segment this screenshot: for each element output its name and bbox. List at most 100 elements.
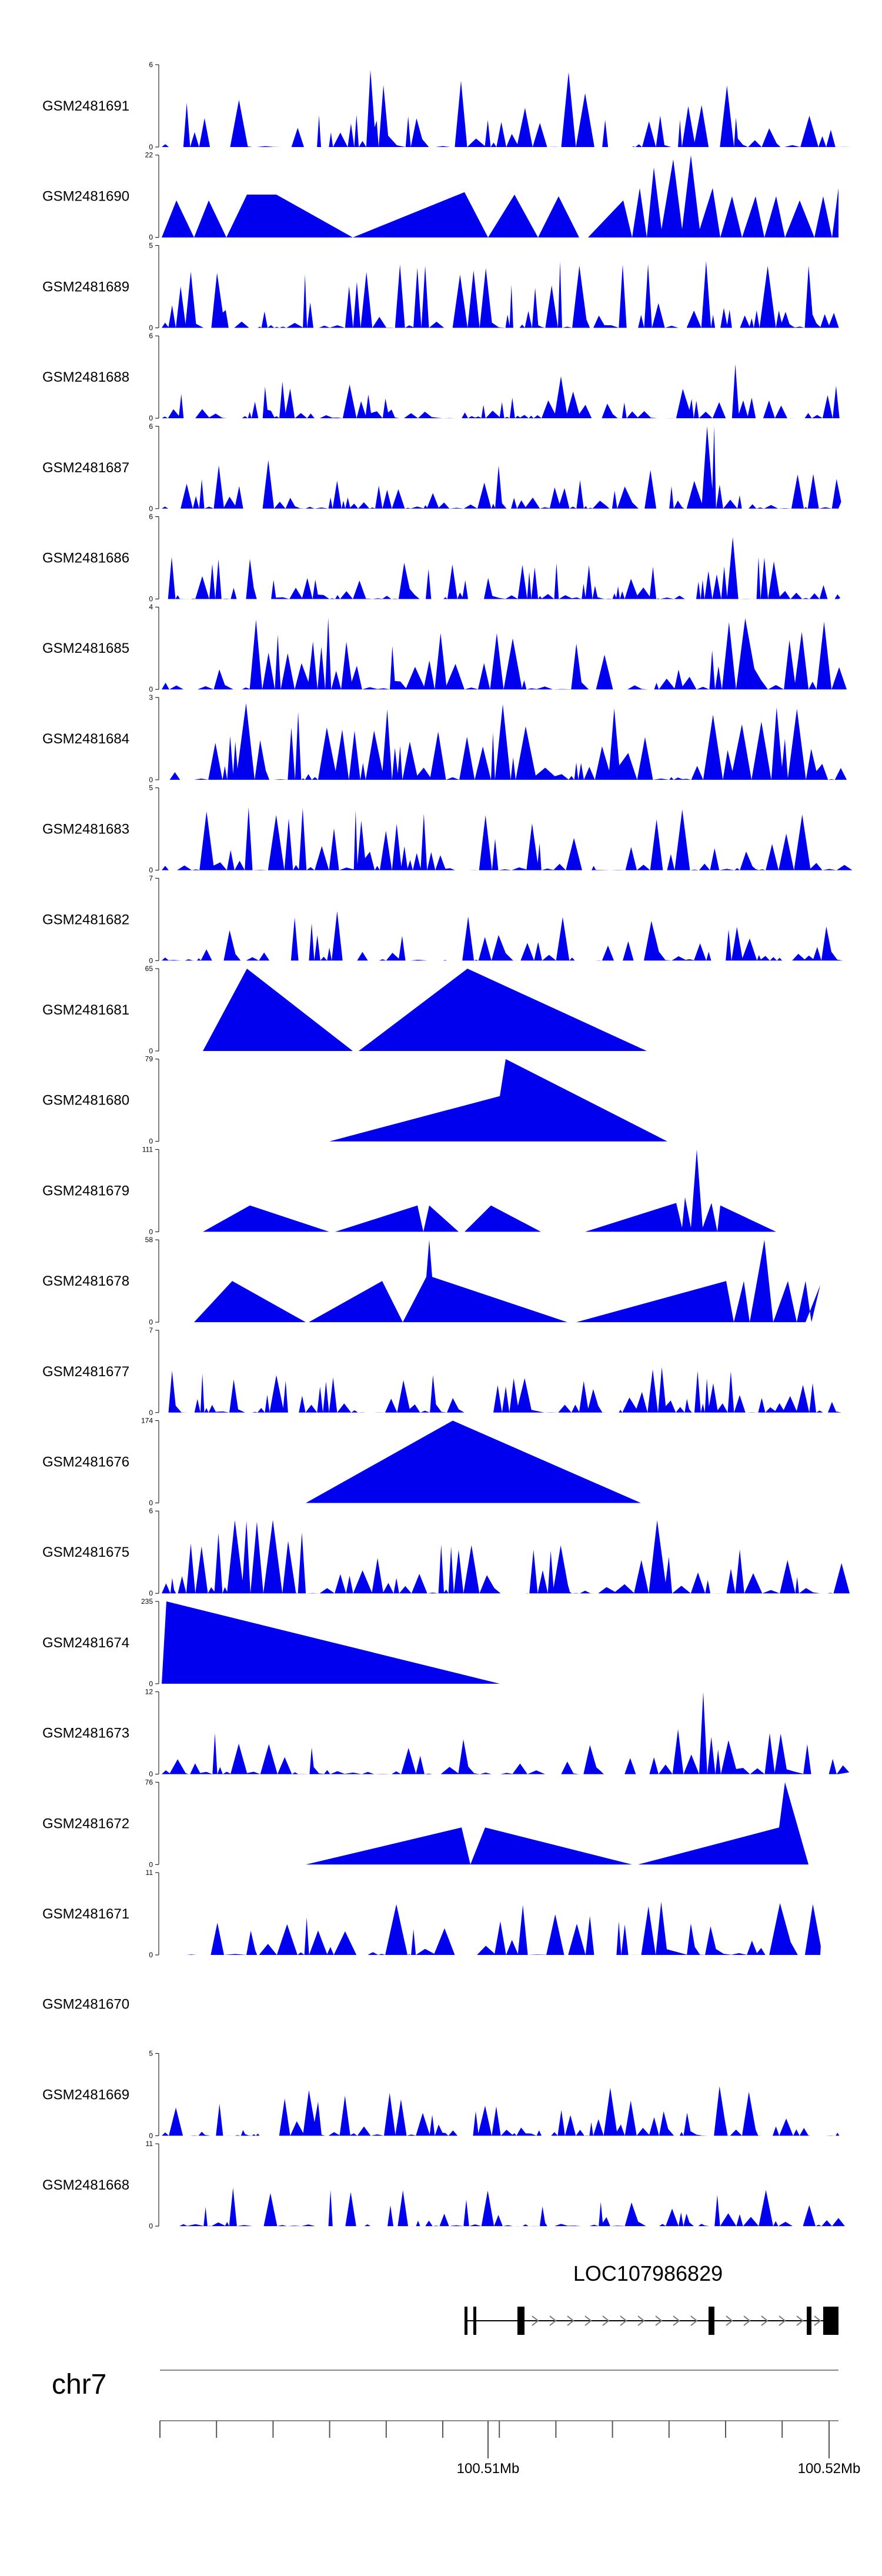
chromosome-axis: chr7 100.51Mb 100.52Mb <box>52 2369 860 2477</box>
track-label: GSM2481671 <box>42 1906 129 1922</box>
track-gsm2481680: GSM2481680 79 0 <box>42 1055 667 1146</box>
y-tick-label-max: 22 <box>145 151 153 159</box>
y-tick-label-min: 0 <box>149 414 153 422</box>
track-gsm2481690: GSM2481690 22 0 <box>42 151 838 242</box>
coverage-area <box>162 618 847 690</box>
y-tick-label-min: 0 <box>149 685 153 693</box>
y-tick-label-min: 0 <box>149 776 153 784</box>
track-label: GSM2481691 <box>42 98 129 114</box>
coverage-area <box>162 2086 840 2136</box>
y-tick-label-max: 5 <box>149 241 153 249</box>
exon-block <box>465 2307 467 2335</box>
coverage-area <box>162 426 841 509</box>
y-tick-label-min: 0 <box>149 505 153 513</box>
track-gsm2481673: GSM2481673 12 0 <box>42 1688 850 1778</box>
track-gsm2481688: GSM2481688 6 0 <box>42 332 840 422</box>
coverage-area <box>162 1601 500 1684</box>
track-label: GSM2481689 <box>42 279 129 295</box>
track-gsm2481691: GSM2481691 6 0 <box>42 61 853 151</box>
y-tick-label-min: 0 <box>149 1951 153 1959</box>
coverage-area <box>329 1059 667 1142</box>
strand-chevron <box>549 2315 557 2326</box>
track-label: GSM2481682 <box>42 912 129 927</box>
coverage-area <box>179 2188 845 2227</box>
y-tick-label-max: 174 <box>141 1417 153 1425</box>
track-gsm2481675: GSM2481675 6 0 <box>42 1507 850 1597</box>
y-tick-label-max: 6 <box>149 513 153 521</box>
gene-annotation-track: LOC107986829 <box>465 2261 838 2335</box>
track-label: GSM2481668 <box>42 2177 129 2193</box>
strand-chevron <box>620 2315 627 2326</box>
y-tick-label-max: 79 <box>145 1055 153 1063</box>
track-gsm2481676: GSM2481676 174 0 <box>42 1417 641 1507</box>
track-gsm2481685: GSM2481685 4 0 <box>42 603 847 693</box>
track-gsm2481687: GSM2481687 6 0 <box>42 422 841 513</box>
track-gsm2481674: GSM2481674 235 0 <box>42 1597 500 1688</box>
y-tick-label-min: 0 <box>149 1047 153 1055</box>
track-label: GSM2481673 <box>42 1726 129 1741</box>
coverage-area <box>306 1782 808 1865</box>
track-gsm2481681: GSM2481681 65 0 <box>42 965 647 1055</box>
y-tick-label-max: 6 <box>149 422 153 431</box>
coverage-area <box>194 1240 820 1323</box>
track-gsm2481670: GSM2481670 <box>42 1997 129 2013</box>
strand-chevron <box>532 2315 539 2326</box>
coverage-area <box>162 1691 850 1774</box>
y-tick-label-max: 11 <box>146 1868 153 1877</box>
y-tick-label-max: 11 <box>146 2140 153 2148</box>
track-label: GSM2481677 <box>42 1364 129 1380</box>
y-tick-label-max: 3 <box>149 693 153 702</box>
track-gsm2481672: GSM2481672 76 0 <box>42 1778 808 1868</box>
track-gsm2481669: GSM2481669 5 0 <box>42 2049 840 2140</box>
coverage-area <box>162 1367 847 1413</box>
scale-label-100-51mb: 100.51Mb <box>457 2461 520 2477</box>
y-tick-label-min: 0 <box>149 956 153 965</box>
coverage-area <box>162 807 853 870</box>
track-label: GSM2481681 <box>42 1002 129 1018</box>
track-label: GSM2481685 <box>42 640 129 656</box>
track-label: GSM2481686 <box>42 550 129 566</box>
y-tick-label-min: 0 <box>149 1227 153 1236</box>
coverage-area <box>162 911 843 961</box>
gene-model <box>465 2307 838 2335</box>
track-label: GSM2481687 <box>42 460 129 476</box>
y-tick-label-min: 0 <box>149 1499 153 1507</box>
y-tick-label-min: 0 <box>149 2131 153 2140</box>
track-label: GSM2481670 <box>42 1997 129 2013</box>
strand-chevron <box>726 2315 733 2326</box>
exon-block <box>709 2307 714 2335</box>
scale-ticks <box>159 2421 830 2458</box>
strand-chevron <box>637 2315 645 2326</box>
strand-chevron <box>673 2315 680 2326</box>
y-tick-label-max: 7 <box>149 874 153 882</box>
y-tick-label-max: 12 <box>145 1688 153 1696</box>
track-label: GSM2481680 <box>42 1093 129 1109</box>
y-tick-label-min: 0 <box>149 323 153 332</box>
y-tick-label-max: 235 <box>141 1597 153 1606</box>
y-tick-label-min: 0 <box>149 1318 153 1326</box>
coverage-area <box>306 1420 641 1503</box>
strand-chevron <box>602 2315 610 2326</box>
y-tick-label-max: 6 <box>149 332 153 340</box>
y-tick-label-max: 58 <box>145 1236 153 1244</box>
track-label: GSM2481683 <box>42 822 129 837</box>
strand-chevron <box>796 2315 804 2326</box>
strand-chevron <box>655 2315 663 2326</box>
coverage-area <box>162 69 853 147</box>
y-tick-label-max: 6 <box>149 1507 153 1515</box>
coverage-area <box>162 537 841 599</box>
track-label: GSM2481672 <box>42 1816 129 1831</box>
track-gsm2481686: GSM2481686 6 0 <box>42 513 841 603</box>
chromosome-label: chr7 <box>52 2369 106 2400</box>
track-gsm2481678: GSM2481678 58 0 <box>42 1236 820 1326</box>
track-label: GSM2481690 <box>42 189 129 205</box>
y-tick-label-min: 0 <box>149 233 153 242</box>
coverage-area <box>162 261 839 328</box>
y-tick-label-max: 4 <box>149 603 153 611</box>
track-label: GSM2481678 <box>42 1273 129 1289</box>
y-tick-label-min: 0 <box>149 595 153 603</box>
y-tick-label-max: 5 <box>149 2049 153 2057</box>
exon-block <box>807 2307 811 2335</box>
track-label: GSM2481669 <box>42 2087 129 2103</box>
